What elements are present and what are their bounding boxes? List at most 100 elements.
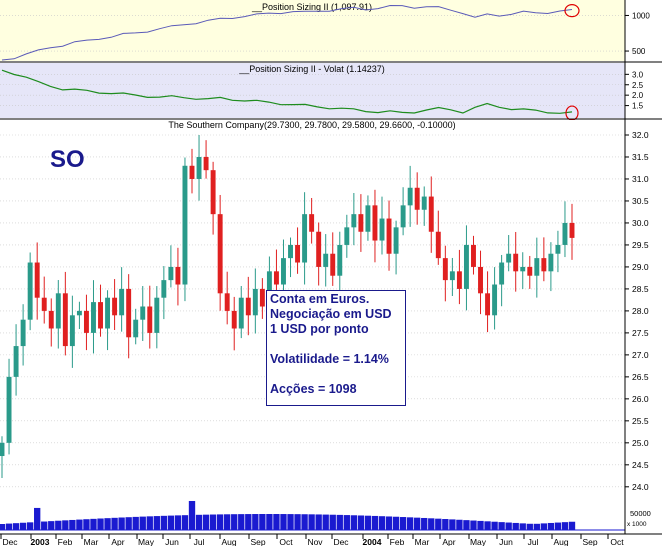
candle-body: [196, 156, 202, 179]
volume-bar: [484, 521, 491, 530]
x-tick-label: Feb: [58, 537, 73, 546]
candle-body: [400, 205, 406, 228]
candle-body: [48, 310, 54, 329]
volume-bar: [526, 523, 533, 530]
x-tick-label: May: [138, 537, 155, 546]
volume-bar: [540, 523, 548, 530]
y-tick-label: 26.0: [632, 394, 649, 404]
candle-body: [463, 244, 469, 289]
volume-bar: [505, 522, 512, 530]
candle-body: [203, 156, 209, 171]
candle-body: [6, 376, 12, 443]
volume-bar: [167, 515, 175, 530]
x-tick-label: Jun: [165, 537, 179, 546]
x-tick-label: Oct: [610, 537, 624, 546]
volume-bar: [336, 514, 343, 530]
volume-bar: [392, 516, 400, 530]
candle-body: [13, 346, 19, 377]
candle-body: [69, 315, 75, 347]
volume-bar: [62, 520, 69, 530]
volume-bar: [5, 523, 13, 530]
y-tick-label: 1.5: [632, 102, 644, 111]
volume-bar: [83, 519, 90, 530]
candle-body: [428, 196, 434, 232]
volume-bar: [385, 516, 393, 530]
x-tick-label: 2004: [363, 537, 382, 546]
volume-bar: [34, 507, 41, 530]
candle-body: [499, 262, 505, 285]
candle-body: [98, 302, 103, 329]
candle-body: [485, 293, 491, 316]
price-title: The Southern Company(29.7300, 29.7800, 2…: [168, 120, 455, 130]
volume-bar: [252, 514, 259, 530]
volume-bar: [294, 514, 301, 530]
candle-body: [471, 244, 476, 267]
volume-bar: [449, 519, 456, 530]
candle-body: [182, 165, 188, 285]
volume-bars: [0, 500, 625, 531]
y-tick-label: 28.0: [632, 306, 649, 316]
candle-body: [456, 271, 462, 289]
volume-bar: [442, 519, 449, 530]
candle-body: [569, 222, 575, 238]
volume-bar: [132, 516, 139, 530]
y-tick-label: 31.5: [632, 152, 649, 162]
candle-body: [555, 244, 561, 254]
volume-unit-label: x 1000: [627, 521, 647, 528]
volume-bar: [19, 522, 27, 530]
candle-body: [562, 222, 568, 245]
y-tick-label: 29.5: [632, 240, 649, 250]
candle-body: [316, 231, 322, 267]
y-tick-label: 27.0: [632, 350, 649, 360]
candle-body: [105, 297, 111, 329]
volume-bar: [547, 522, 555, 530]
y-tick-label: 3.0: [632, 70, 644, 79]
volume-bar: [55, 520, 62, 530]
candle-body: [527, 266, 533, 276]
y-tick-label: 30.0: [632, 218, 649, 228]
volume-bar: [371, 515, 379, 530]
volume-bar: [41, 521, 48, 530]
volume-bar: [238, 514, 245, 530]
info-line-trading: Negociação em USD: [270, 307, 392, 321]
candle-body: [309, 214, 315, 232]
candle-body: [478, 266, 483, 294]
candle-body: [147, 306, 153, 333]
y-tick-label: 25.0: [632, 438, 649, 448]
candle-body: [168, 266, 174, 281]
candle-body: [393, 227, 399, 254]
candle-body: [534, 258, 540, 276]
volatility-y-axis: 1.5 2.02.5 3.0: [625, 70, 644, 111]
candle-body: [330, 253, 336, 276]
candle-body: [259, 288, 265, 307]
x-tick-label: Nov: [307, 537, 323, 546]
x-tick-label: Mar: [415, 537, 430, 546]
candle-body: [0, 442, 5, 457]
y-tick-label: 25.5: [632, 416, 649, 426]
volume-bar: [308, 514, 315, 530]
y-tick-label: 27.5: [632, 328, 649, 338]
candle-body: [112, 297, 118, 316]
volume-bar: [69, 519, 76, 530]
candle-body: [189, 165, 195, 179]
volume-bar: [491, 521, 498, 530]
x-tick-label: Oct: [279, 537, 293, 546]
candle-body: [238, 297, 244, 329]
x-tick-label: Aug: [553, 537, 568, 546]
candle-body: [442, 258, 448, 281]
volume-bar: [414, 517, 421, 530]
candle-body: [76, 310, 82, 316]
y-tick-label: 26.5: [632, 372, 649, 382]
info-line-points: 1 USD por ponto: [270, 322, 369, 336]
volume-bar: [26, 522, 34, 530]
candle-body: [323, 253, 329, 267]
x-tick-label: Mar: [84, 537, 99, 546]
position-sizing-last-value-marker: [564, 4, 580, 18]
volume-bar: [399, 517, 407, 530]
candle-body: [513, 253, 519, 272]
x-tick-label: Sep: [250, 537, 265, 546]
info-line-shares: Acções = 1098: [270, 382, 357, 396]
volatility-line: [1, 69, 573, 114]
candle-body: [62, 293, 68, 347]
